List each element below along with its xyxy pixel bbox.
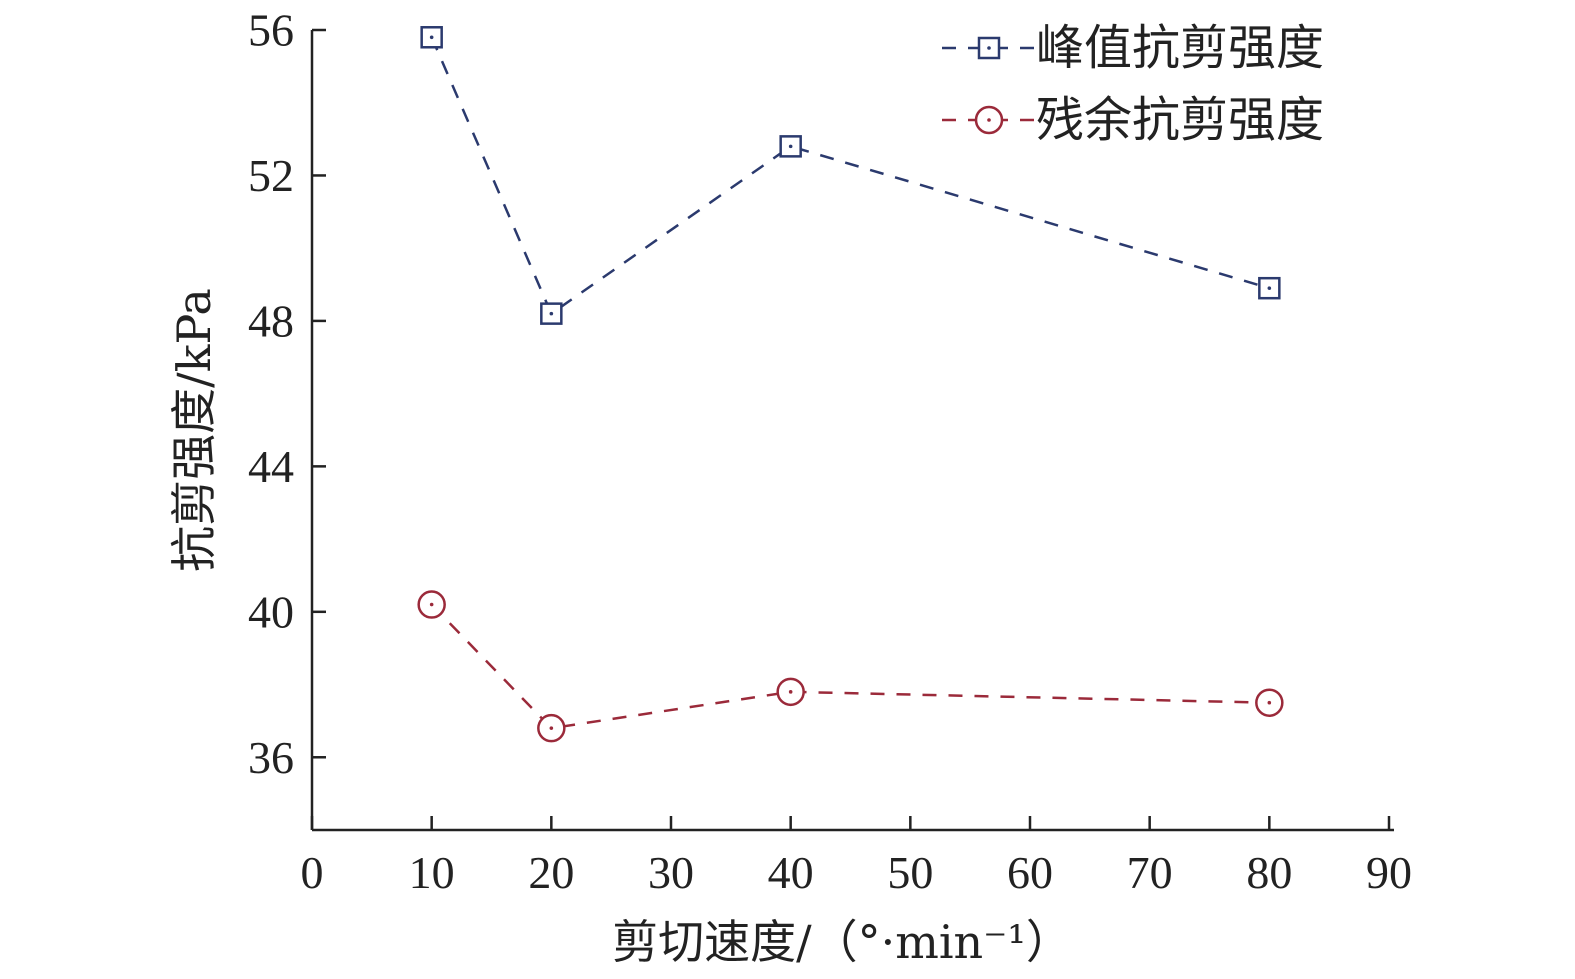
y-tick-label: 48 [248,295,294,346]
series-1-point-center-dot [549,311,554,316]
series-2-point-center-dot [1267,700,1272,705]
x-tick-label: 10 [409,847,455,898]
x-tick-label: 70 [1127,847,1173,898]
legend-item: 残余抗剪强度 [942,92,1324,148]
series-2-point-center-dot [549,726,554,730]
y-tick-label: 44 [248,441,294,492]
x-tick-label: 60 [1007,847,1053,898]
series-layer [417,26,1284,743]
y-tick-label: 40 [248,586,294,637]
legend-item: 峰值抗剪强度 [942,20,1324,76]
series-2-line [430,603,1270,730]
series-2-point-center-dot [788,690,793,694]
y-tick-label: 52 [248,150,294,201]
x-tick-label: 50 [887,847,933,898]
x-tick-label: 90 [1366,847,1412,898]
series-1-point-center-dot [788,144,793,149]
legend-marker-center-dot [987,118,991,122]
x-ticks: 0 10 20 30 40 50 60 70 80 90 [301,816,1412,898]
x-axis-title: 剪切速度/（°·min⁻¹） [612,915,1072,969]
series-1-line [430,36,1270,316]
series-1 [420,26,1281,325]
series-2-point-center-dot [429,602,434,607]
x-tick-label: 20 [528,847,574,898]
series-2 [417,590,1284,743]
y-tick-label: 56 [248,5,294,56]
legend-marker-center-dot [987,46,991,50]
axes [310,30,1394,832]
y-axis-title: 抗剪强度/kPa [167,288,221,572]
y-tick-label: 36 [248,732,294,783]
legend-label: 峰值抗剪强度 [1036,20,1324,76]
series-1-point-center-dot [429,35,434,40]
legend-label: 残余抗剪强度 [1036,92,1324,148]
y-ticks: 36 40 44 48 52 56 [248,5,326,783]
series-1-point-center-dot [1267,286,1272,290]
x-tick-label: 80 [1246,847,1292,898]
x-tick-label: 30 [648,847,694,898]
x-tick-label: 0 [301,847,324,898]
x-tick-label: 40 [768,847,814,898]
